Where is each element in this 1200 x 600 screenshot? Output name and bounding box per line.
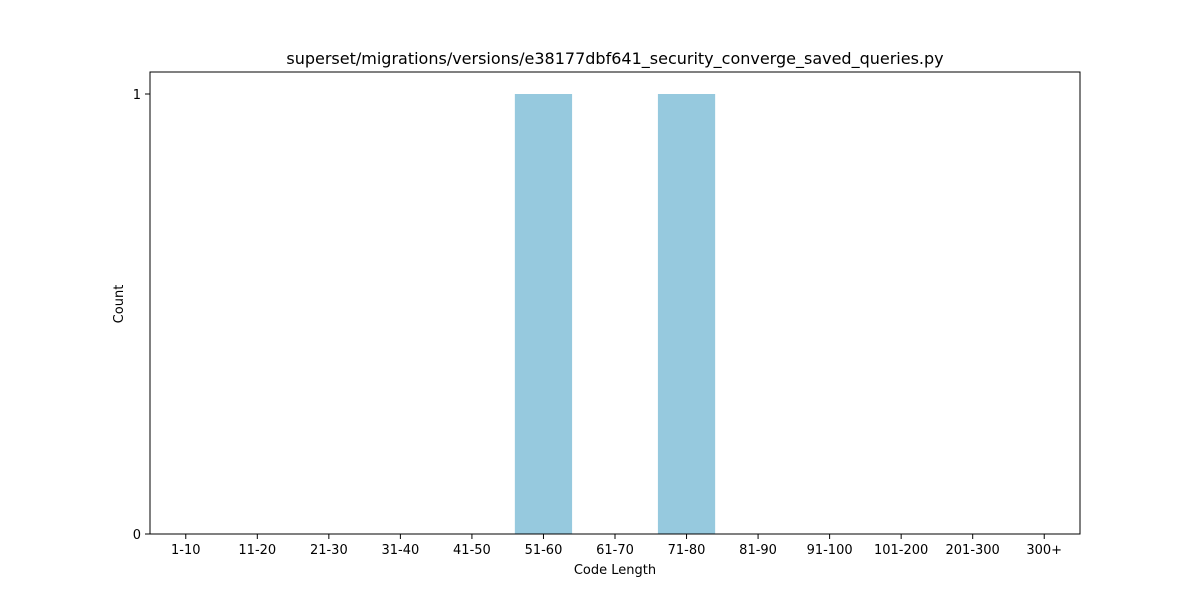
x-tick-label: 61-70 <box>596 543 634 558</box>
x-tick-label: 41-50 <box>453 543 491 558</box>
x-tick-label: 81-90 <box>739 543 777 558</box>
y-axis-label: Count <box>112 285 127 324</box>
x-tick-label: 1-10 <box>171 543 201 558</box>
plot-frame <box>149 71 1081 535</box>
y-tick-label: 1 <box>133 88 141 103</box>
x-tick-label: 300+ <box>1026 543 1062 558</box>
x-tick-label: 91-100 <box>807 543 853 558</box>
bar-71-80 <box>657 94 716 534</box>
axes: 1-10 11-20 21-30 31-40 41-50 51-60 61-70 71-80 8… <box>133 71 1081 558</box>
x-tick-label: 71-80 <box>668 543 706 558</box>
x-axis-label: Code Length <box>574 563 656 578</box>
x-tick-label: 201-300 <box>946 543 1000 558</box>
bars <box>514 94 716 534</box>
x-tick-label: 101-200 <box>874 543 928 558</box>
y-tick-label: 0 <box>133 528 141 543</box>
x-tick-label: 51-60 <box>525 543 563 558</box>
bar-51-60 <box>514 94 573 534</box>
x-tick-label: 21-30 <box>310 543 348 558</box>
chart-title: superset/migrations/versions/e38177dbf64… <box>286 49 943 69</box>
x-tick-label: 31-40 <box>381 543 419 558</box>
x-tick-label: 11-20 <box>238 543 276 558</box>
